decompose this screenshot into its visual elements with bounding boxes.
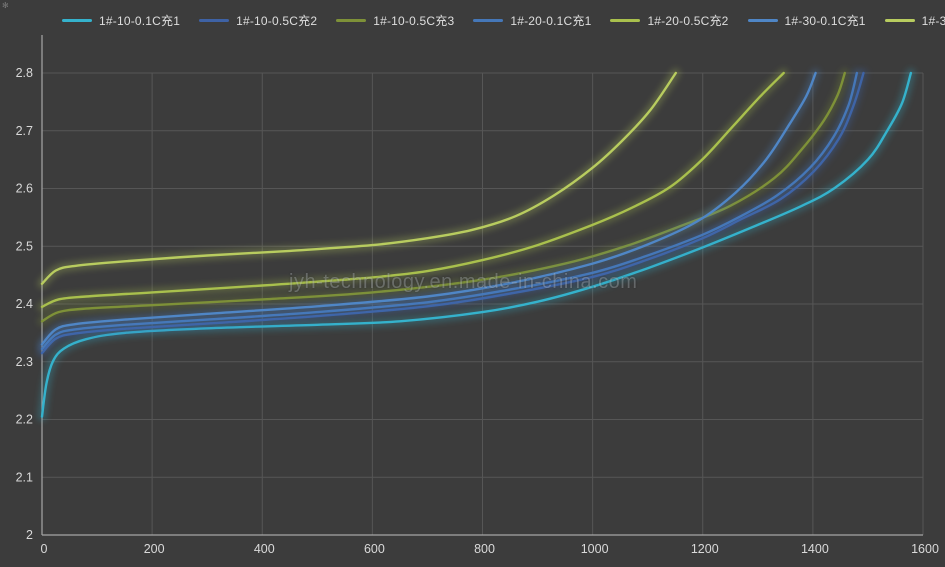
legend-line-swatch xyxy=(199,18,230,22)
y-tick-label: 2.4 xyxy=(16,297,33,311)
y-tick-label: 2.6 xyxy=(16,182,33,196)
legend-item[interactable]: 1#-20-0.5C充2 xyxy=(610,12,728,29)
x-tick-label: 1200 xyxy=(691,542,719,556)
y-tick-label: 2.2 xyxy=(16,413,33,427)
series-line-glow xyxy=(37,68,789,312)
x-tick-label: 1000 xyxy=(581,542,609,556)
series-line xyxy=(40,71,785,309)
corner-glyph-icon: ✻ xyxy=(2,1,9,10)
legend-label: 1#-20-0.1C充1 xyxy=(510,13,592,28)
x-tick-label: 0 xyxy=(41,542,48,556)
y-tick-label: 2.3 xyxy=(16,355,33,369)
y-tick-label: 2.5 xyxy=(16,239,33,253)
tick-label-layer: 2 2.1 2.2 2.3 2.4 2.5 2.6 2.7 2.8 0 200 400 600 800 10… xyxy=(16,66,939,556)
legend-label: 1#-20-0.5C充2 xyxy=(647,13,729,28)
legend-item[interactable]: 1#-10-0.5C充2 xyxy=(199,12,317,29)
legend-item[interactable]: 1#-30-0.1C充1 xyxy=(747,12,866,29)
legend-line-swatch xyxy=(884,18,915,22)
legend-label: 1#-30-0.5C充2 xyxy=(921,13,945,28)
y-tick-label: 2.1 xyxy=(16,470,33,484)
legend-label: 1#-10-0.1C充1 xyxy=(99,13,181,28)
series-layer xyxy=(37,68,916,422)
series-line xyxy=(40,71,677,285)
legend-item[interactable]: 1#-30-0.5C充2 xyxy=(884,12,945,29)
x-tick-label: 1400 xyxy=(801,542,829,556)
series-line xyxy=(40,71,817,346)
legend-line-swatch xyxy=(336,18,367,22)
legend-line-swatch xyxy=(62,18,92,22)
grid-layer xyxy=(41,72,924,536)
x-tick-label: 800 xyxy=(474,542,495,556)
legend-line-swatch xyxy=(610,18,641,22)
legend-line-swatch xyxy=(747,18,778,22)
legend-line-swatch xyxy=(473,18,504,22)
x-tick-label: 1600 xyxy=(911,542,939,556)
legend-item[interactable]: 1#-10-0.1C充1 xyxy=(62,12,180,29)
series-line xyxy=(40,71,913,418)
series-line xyxy=(40,71,846,323)
x-tick-label: 600 xyxy=(364,542,385,556)
legend-item[interactable]: 1#-10-0.5C充3 xyxy=(336,12,454,29)
legend-label: 1#-10-0.5C充2 xyxy=(236,13,318,28)
series-line xyxy=(40,71,859,351)
y-tick-label: 2 xyxy=(26,528,33,542)
legend-item[interactable]: 1#-20-0.1C充1 xyxy=(473,12,591,29)
x-tick-label: 200 xyxy=(144,542,165,556)
x-tick-label: 400 xyxy=(254,542,275,556)
legend-label: 1#-30-0.1C充1 xyxy=(784,13,866,28)
legend-label: 1#-10-0.5C充3 xyxy=(373,13,455,28)
y-tick-label: 2.8 xyxy=(16,66,33,80)
chart-legend: 1#-10-0.1C充1 1#-10-0.5C充2 1#-10-0.5C充3 1#-2… xyxy=(62,10,945,30)
y-tick-label: 2.7 xyxy=(16,124,33,138)
series-line-glow xyxy=(37,68,916,422)
